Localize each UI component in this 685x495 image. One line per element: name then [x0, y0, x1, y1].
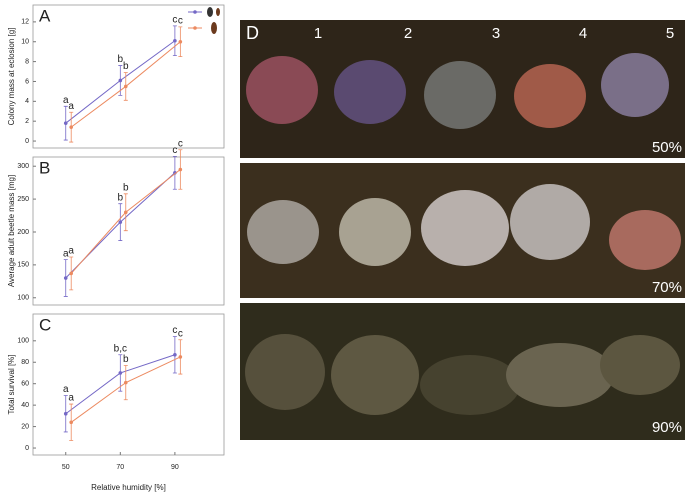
plot-frame [32, 156, 225, 306]
y-tick-label: 100 [17, 338, 29, 345]
y-tick-label: 100 [17, 295, 29, 302]
panel-label: B [39, 158, 50, 177]
panel-label: A [39, 6, 51, 25]
point [178, 167, 183, 172]
y-tick-label: 60 [21, 381, 29, 388]
y-tick-label: 4 [25, 98, 29, 105]
point [123, 380, 128, 385]
column-label: 2 [404, 25, 412, 42]
point-label: b [118, 54, 124, 65]
point [118, 371, 123, 375]
legend-marker [193, 10, 197, 14]
x-tick-label: 70 [116, 464, 124, 471]
x-tick-label: 90 [171, 464, 179, 471]
point [63, 121, 68, 125]
panel-label: D [246, 23, 259, 43]
point-label: a [63, 384, 69, 395]
legend-marker [193, 26, 197, 30]
point-label: b [123, 354, 129, 365]
plot-frame [32, 4, 225, 149]
point-label: a [63, 95, 69, 106]
point-label: c [172, 145, 177, 156]
point [118, 220, 123, 224]
point [178, 355, 183, 359]
y-tick-label: 150 [17, 262, 29, 269]
y-tick-label: 80 [21, 359, 29, 366]
point-label: a [68, 246, 74, 257]
point [123, 210, 128, 215]
point-label: b [118, 192, 124, 203]
point-label: c [178, 328, 183, 339]
point-label: a [68, 393, 74, 404]
point [69, 420, 73, 425]
y-tick-label: 8 [25, 58, 29, 65]
column-label: 5 [666, 25, 674, 42]
point [118, 78, 123, 83]
point-label: c [178, 15, 183, 26]
point-label: b [123, 61, 129, 72]
x-tick-label: 50 [62, 464, 70, 471]
point-label: a [63, 248, 69, 259]
row-label: 50% [652, 139, 682, 156]
x-axis-label: Relative humidity [%] [91, 483, 166, 492]
column-label: 1 [314, 25, 322, 42]
point [63, 276, 68, 280]
plot-frame [32, 313, 225, 456]
point [173, 352, 177, 357]
point-label: c [172, 14, 177, 25]
y-tick-label: 6 [25, 78, 29, 85]
point [173, 38, 177, 43]
point [123, 84, 128, 89]
point-label: a [68, 101, 74, 112]
y-axis-label: Colony mass at eclosion [g] [7, 28, 16, 126]
row-label: 90% [652, 419, 682, 436]
point-label: c [178, 138, 183, 149]
legend-icons [207, 7, 220, 34]
column-label: 3 [492, 25, 500, 42]
y-tick-label: 200 [17, 229, 29, 236]
y-tick-label: 250 [17, 196, 29, 203]
point-label: b [123, 182, 129, 193]
point [178, 39, 183, 44]
photo-panel: D 1 2 3 4 5 50% 70% 90% [240, 20, 685, 440]
y-tick-label: 20 [21, 423, 29, 430]
point [63, 411, 68, 416]
y-tick-label: 300 [17, 163, 29, 170]
photo-objects [245, 53, 681, 415]
point-label: c [172, 325, 177, 336]
point [69, 271, 73, 276]
y-tick-label: 10 [21, 39, 29, 46]
y-tick-label: 0 [25, 445, 29, 452]
y-axis-label: Average adult beetle mass [mg] [7, 175, 16, 287]
y-tick-label: 2 [25, 118, 29, 125]
column-label: 4 [579, 25, 587, 42]
point-label: b,c [114, 343, 127, 354]
panel-label: C [39, 315, 51, 334]
y-axis-label: Total survival [%] [7, 354, 16, 414]
y-tick-label: 12 [21, 19, 29, 26]
y-tick-label: 0 [25, 138, 29, 145]
row-label: 70% [652, 279, 682, 296]
point [69, 125, 73, 129]
y-tick-label: 40 [21, 402, 29, 409]
